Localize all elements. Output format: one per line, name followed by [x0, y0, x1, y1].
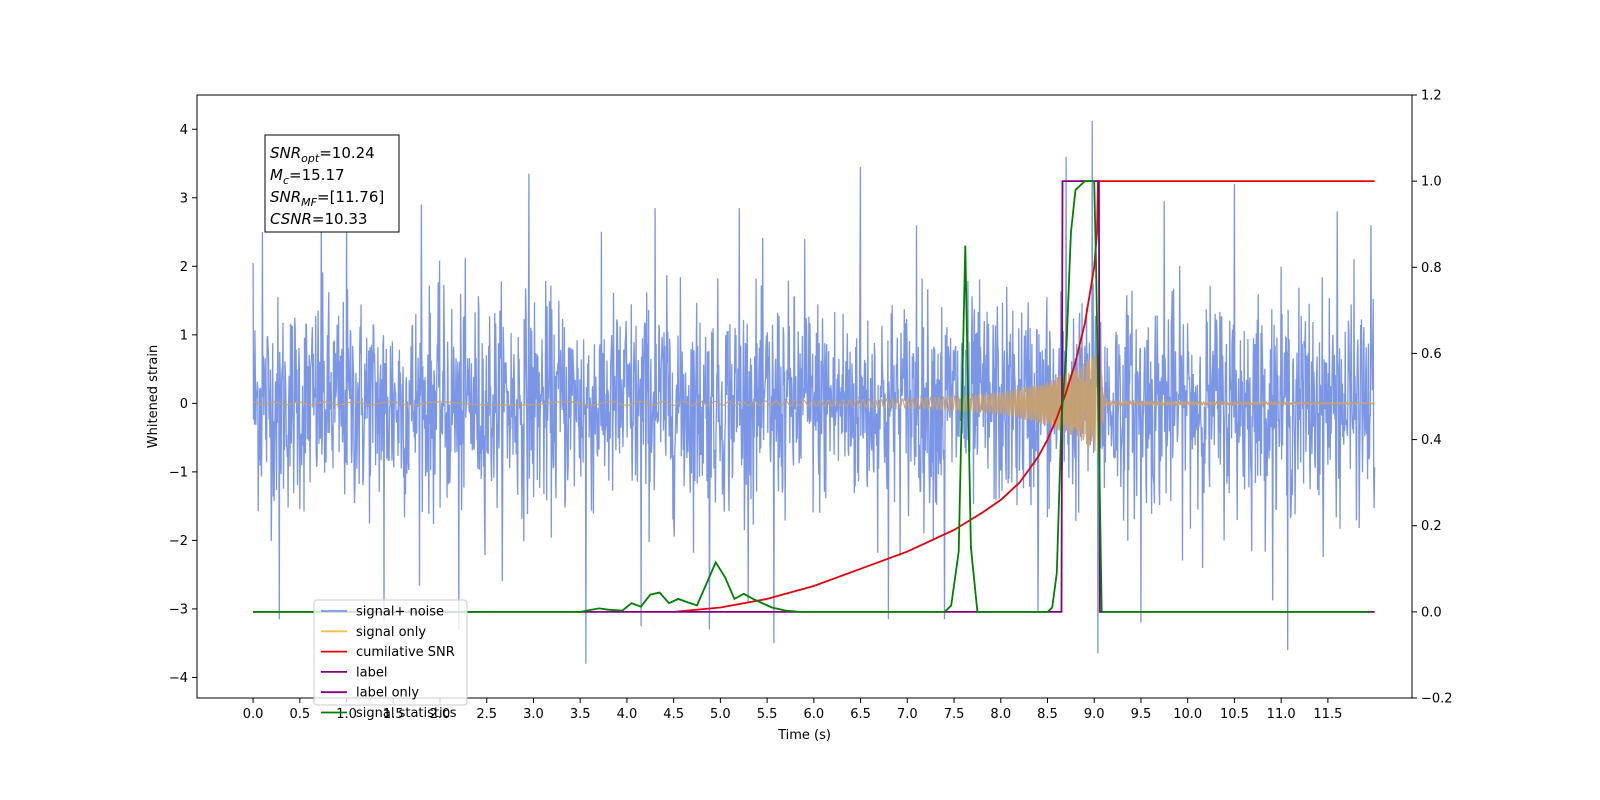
y2-tick-label: 0.6 [1421, 347, 1442, 362]
y2-tick-label: 0.4 [1421, 433, 1442, 448]
x-tick-label: 6.0 [804, 707, 825, 722]
x-tick-label: 8.5 [1037, 707, 1058, 722]
y-axis: −4 −3 −2 −1 0 1 2 3 4 [169, 123, 197, 686]
y-tick-label: −4 [169, 671, 188, 686]
legend-entry: cumilative SNR [356, 645, 455, 660]
x-axis: 0.0 0.5 1.0 1.5 2.0 2.5 3.0 3.5 4.0 4.5 5.0 5.5 6.0 6… [243, 698, 1342, 722]
y-tick-label: 0 [180, 397, 188, 412]
annotation-frame [264, 134, 400, 233]
x-tick-label: 3.0 [523, 707, 544, 722]
legend-entry: signal statistics [356, 706, 457, 721]
x-tick-label: 0.5 [289, 707, 310, 722]
annotation-line: CSNR=10.33 [270, 210, 367, 228]
legend-frame [313, 599, 468, 706]
x-tick-label: 0.0 [243, 707, 264, 722]
y2-axis: −0.2 0.0 0.2 0.4 0.6 0.8 1.0 1.2 [1412, 89, 1453, 707]
x-tick-label: 9.0 [1084, 707, 1105, 722]
x-tick-label: 4.5 [663, 707, 684, 722]
series-signal-statistics [253, 180, 1370, 613]
y-tick-label: 3 [180, 191, 188, 206]
y-tick-label: −2 [169, 534, 188, 549]
y2-tick-label: −0.2 [1421, 692, 1453, 707]
x-tick-label: 4.0 [617, 707, 638, 722]
annotation-box: SNRopt=10.24Mc=15.17SNRMF=[11.76]CSNR=10… [264, 134, 400, 233]
y2-tick-label: 0.2 [1421, 519, 1442, 534]
x-tick-label: 11.5 [1313, 707, 1342, 722]
x-tick-label: 5.5 [757, 707, 778, 722]
legend-entry: signal+ noise [356, 605, 444, 620]
x-tick-label: 7.5 [944, 707, 965, 722]
x-tick-label: 2.5 [476, 707, 497, 722]
y2-tick-label: 0.8 [1421, 261, 1442, 276]
y-tick-label: −1 [169, 465, 188, 480]
x-axis-label: Time (s) [777, 728, 831, 743]
x-tick-label: 5.0 [710, 707, 731, 722]
plot-frame [196, 94, 1413, 699]
x-tick-label: 1.0 [336, 707, 357, 722]
annotation-line: Mc=15.17 [270, 166, 345, 187]
y-tick-label: −3 [169, 602, 188, 617]
x-tick-label: 11.0 [1267, 707, 1296, 722]
annotation-line: SNRMF=[11.76] [270, 188, 384, 209]
x-tick-label: 2.0 [430, 707, 451, 722]
series-layer [252, 120, 1376, 664]
series-signal-only [253, 352, 1375, 454]
y-axis-label: Whitened strain [146, 345, 161, 448]
x-tick-label: 3.5 [570, 707, 591, 722]
x-tick-label: 9.5 [1131, 707, 1152, 722]
y2-tick-label: 1.2 [1421, 89, 1442, 104]
y-tick-label: 2 [180, 260, 188, 275]
legend-entry: signal only [356, 625, 426, 640]
x-tick-label: 8.0 [990, 707, 1011, 722]
legend-entry: label [356, 665, 387, 680]
y-tick-label: 4 [180, 123, 188, 138]
x-tick-label: 6.5 [850, 707, 871, 722]
y2-tick-label: 1.0 [1421, 175, 1442, 190]
y2-tick-label: 0.0 [1421, 605, 1442, 620]
y-tick-label: 1 [180, 328, 188, 343]
annotation-line: SNRopt=10.24 [270, 144, 375, 165]
x-tick-label: 10.5 [1220, 707, 1249, 722]
x-tick-label: 1.5 [383, 707, 404, 722]
x-tick-label: 10.0 [1173, 707, 1202, 722]
series-signal-noise [252, 120, 1376, 664]
legend-entry: label only [356, 686, 419, 701]
legend: signal+ noise signal only cumilative SNR la… [313, 599, 468, 721]
x-tick-label: 7.0 [897, 707, 918, 722]
